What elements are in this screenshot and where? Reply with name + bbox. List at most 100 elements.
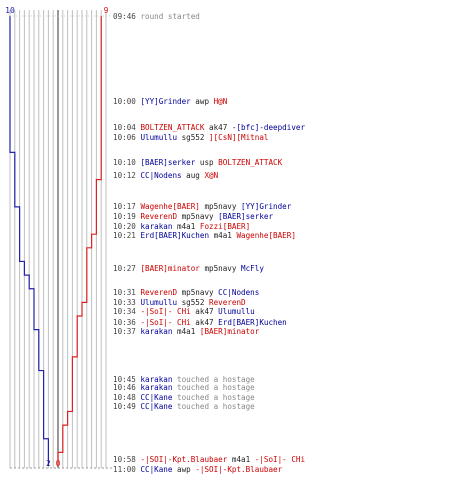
player-name: [YY]Grinder (140, 97, 191, 106)
player-name: Ulumullu (218, 307, 255, 316)
weapon-name: awp (190, 97, 214, 106)
player-name: -[bfc]-deepdiver (231, 123, 306, 132)
player-name: McFly (241, 264, 264, 273)
weapon-name: ak47 (190, 307, 219, 316)
player-name: -|SoI|- CHi (140, 307, 191, 316)
player-name: Erd[BAER]Kuchen (218, 318, 287, 327)
event-row: 10:33 Ulumullu sg552 ReverenD (113, 298, 246, 307)
event-row: 10:27 [BAER]minator mp5navy McFly (113, 264, 264, 273)
event-time: 10:12 (113, 171, 141, 180)
player-name: -|SOI|-Kpt.Blaubaer (195, 465, 283, 474)
event-text: touched a hostage (172, 393, 255, 402)
event-row: 10:20 karakan m4a1 Fozzi[BAER] (113, 222, 250, 231)
event-time: 10:17 (113, 202, 141, 211)
event-time: 09:46 (113, 12, 141, 21)
player-name: BOLTZEN_ATTACK (218, 158, 283, 167)
event-time: 10:49 (113, 402, 141, 411)
event-row: 10:12 CC|Nodens aug X@N (113, 171, 218, 180)
event-time: 10:37 (113, 327, 141, 336)
player-name: karakan (140, 375, 173, 384)
event-time: 10:04 (113, 123, 141, 132)
player-name: H@N (213, 97, 228, 106)
player-name: [BAER]serker (218, 212, 274, 221)
player-name: CC|Kane (140, 465, 173, 474)
weapon-name: ak47 (190, 318, 219, 327)
weapon-name: mp5navy (177, 288, 219, 297)
event-time: 10:00 (113, 97, 141, 106)
event-time: 10:36 (113, 318, 141, 327)
event-row: 10:37 karakan m4a1 [BAER]minator (113, 327, 259, 336)
player-name: ReverenD (140, 288, 178, 297)
player-name: karakan (140, 383, 173, 392)
t-end-count-label: 0 (56, 459, 61, 468)
player-name: ][CsN][Mitnal (209, 133, 269, 142)
weapon-name: mp5navy (199, 264, 242, 273)
event-row: 10:49 CC|Kane touched a hostage (113, 402, 255, 411)
player-name: CC|Kane (140, 402, 173, 411)
weapon-name: m4a1 (172, 222, 200, 231)
event-row: 10:04 BOLTZEN_ATTACK ak47 -[bfc]-deepdiv… (113, 123, 305, 132)
event-time: 11:00 (113, 465, 141, 474)
event-row: 10:19 ReverenD mp5navy [BAER]serker (113, 212, 273, 221)
event-row: 10:45 karakan touched a hostage (113, 375, 255, 384)
weapon-name: sg552 (177, 133, 210, 142)
event-row: 11:00 CC|Kane awp -|SOI|-Kpt.Blaubaer (113, 465, 282, 474)
weapon-name: mp5navy (177, 212, 219, 221)
event-time: 10:48 (113, 393, 141, 402)
weapon-name: aug (181, 171, 205, 180)
t-alive-line (57, 16, 102, 466)
event-row: 10:00 [YY]Grinder awp H@N (113, 97, 227, 106)
player-name: ReverenD (209, 298, 246, 307)
event-time: 10:27 (113, 264, 141, 273)
player-name: CC|Kane (140, 393, 173, 402)
event-text: touched a hostage (172, 375, 255, 384)
event-time: 10:20 (113, 222, 141, 231)
event-time: 10:33 (113, 298, 141, 307)
player-name: Ulumullu (140, 133, 178, 142)
event-time: 10:21 (113, 231, 141, 240)
event-row: 10:10 [BAER]serker usp BOLTZEN_ATTACK (113, 158, 282, 167)
event-row: 10:58 -|SOI|-Kpt.Blaubaer m4a1 -|SoI|- C… (113, 455, 305, 464)
player-name: karakan (140, 222, 173, 231)
event-text: round started (140, 12, 200, 21)
player-name: Erd[BAER]Kuchen (140, 231, 210, 240)
weapon-name: sg552 (177, 298, 210, 307)
player-name: Wagenhe[BAER] (236, 231, 296, 240)
weapon-name: ak47 (204, 123, 232, 132)
weapon-name: m4a1 (227, 455, 255, 464)
player-name: [BAER]minator (199, 327, 260, 336)
event-row: 10:36 -|SoI|- CHi ak47 Erd[BAER]Kuchen (113, 318, 287, 327)
weapon-name: m4a1 (172, 327, 200, 336)
event-row: 10:34 -|SoI|- CHi ak47 Ulumullu (113, 307, 255, 316)
event-time: 10:58 (113, 455, 141, 464)
event-text: touched a hostage (172, 402, 255, 411)
event-time: 10:46 (113, 383, 141, 392)
player-name: BOLTZEN_ATTACK (140, 123, 205, 132)
event-row: 10:17 Wagenhe[BAER] mp5navy [YY]Grinder (113, 202, 291, 211)
weapon-name: awp (172, 465, 196, 474)
weapon-name: usp (195, 158, 219, 167)
weapon-name: mp5navy (199, 202, 242, 211)
player-name: -|SOI|-Kpt.Blaubaer (140, 455, 228, 464)
event-time: 10:06 (113, 133, 141, 142)
event-row: 10:06 Ulumullu sg552 ][CsN][Mitnal (113, 133, 268, 142)
event-time: 10:45 (113, 375, 141, 384)
event-row: 09:46 round started (113, 12, 200, 21)
player-name: X@N (204, 171, 219, 180)
player-name: Ulumullu (140, 298, 178, 307)
event-time: 10:31 (113, 288, 141, 297)
ct-end-count-label: 2 (46, 459, 51, 468)
ct-alive-line (9, 16, 49, 466)
ct-start-count-label-red: 9 (104, 6, 109, 15)
event-text: touched a hostage (172, 383, 255, 392)
player-name: -|SoI|- CHi (140, 318, 191, 327)
event-time: 10:34 (113, 307, 141, 316)
event-row: 10:48 CC|Kane touched a hostage (113, 393, 255, 402)
event-time: 10:19 (113, 212, 141, 221)
player-name: CC|Nodens (218, 288, 260, 297)
player-name: CC|Nodens (140, 171, 182, 180)
player-name: [BAER]minator (140, 264, 200, 273)
player-name: ReverenD (140, 212, 178, 221)
